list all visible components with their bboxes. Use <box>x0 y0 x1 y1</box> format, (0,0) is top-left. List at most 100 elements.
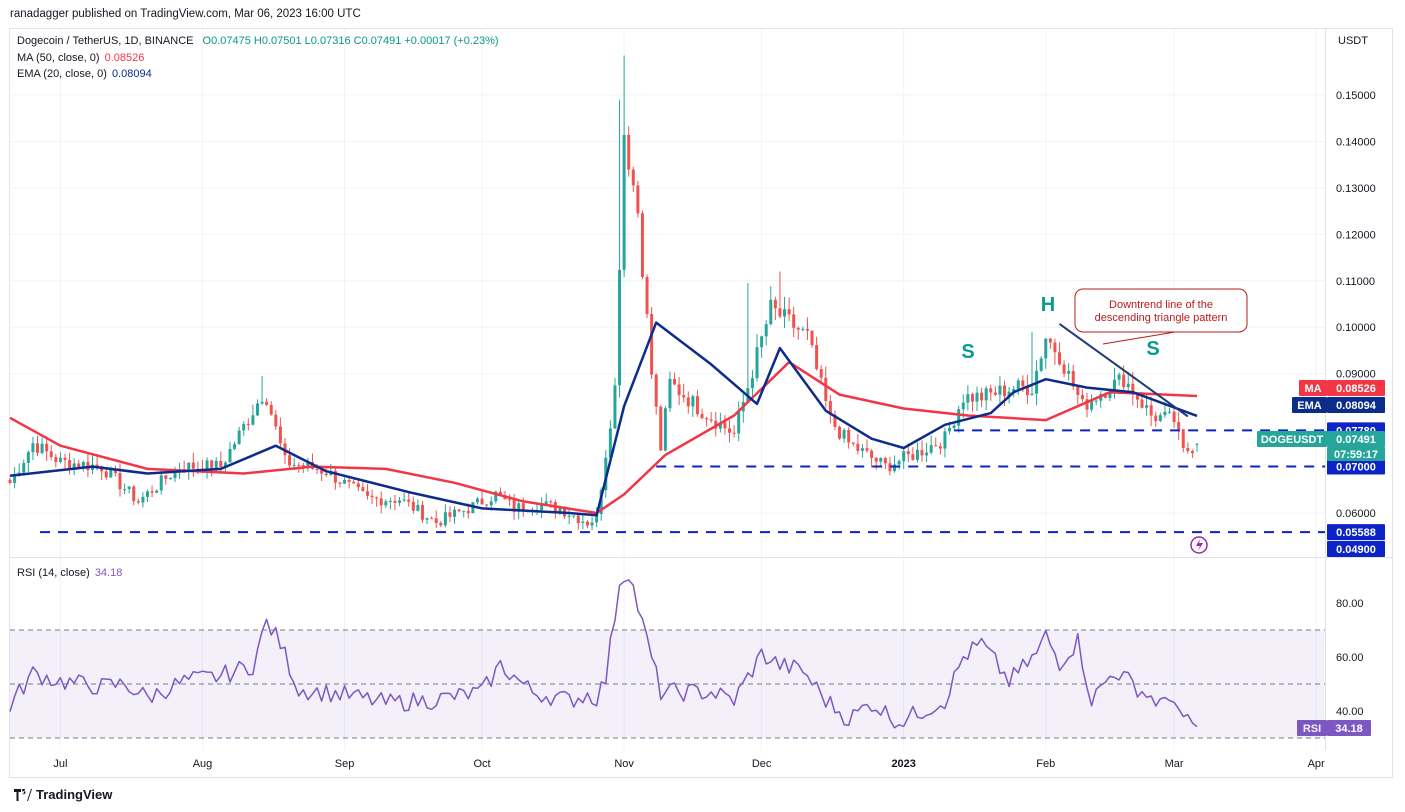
candle[interactable] <box>260 375 264 406</box>
candle[interactable] <box>31 436 35 461</box>
candle[interactable] <box>576 512 580 530</box>
candle[interactable] <box>613 378 617 429</box>
candle[interactable] <box>1154 411 1158 427</box>
candle[interactable] <box>792 306 796 338</box>
candle[interactable] <box>49 445 53 461</box>
candle[interactable] <box>242 421 246 436</box>
symbol-axis-tag[interactable]: DOGEUSDT <box>1257 431 1327 447</box>
candle[interactable] <box>237 426 241 445</box>
candle[interactable] <box>618 99 622 398</box>
candle[interactable] <box>274 409 278 430</box>
candle[interactable] <box>338 481 342 488</box>
candle[interactable] <box>443 504 447 528</box>
candle[interactable] <box>255 399 259 417</box>
candle[interactable] <box>265 398 269 407</box>
candle[interactable] <box>957 405 961 433</box>
candle[interactable] <box>63 453 67 469</box>
candle[interactable] <box>870 449 874 468</box>
candle[interactable] <box>673 372 677 386</box>
candle[interactable] <box>402 492 406 502</box>
candle[interactable] <box>45 436 49 462</box>
level-axis-tag[interactable]: 0.07000 <box>1327 458 1385 475</box>
candle[interactable] <box>851 442 855 447</box>
candle[interactable] <box>686 391 690 414</box>
candle[interactable] <box>828 394 832 424</box>
candle[interactable] <box>233 441 237 451</box>
candle[interactable] <box>214 457 218 474</box>
candle[interactable] <box>874 456 878 470</box>
rsi-axis-value[interactable]: 34.18 <box>1327 720 1371 736</box>
candle[interactable] <box>915 442 919 463</box>
candle[interactable] <box>650 307 654 379</box>
candle[interactable] <box>682 383 686 403</box>
candle[interactable] <box>384 499 388 508</box>
candle[interactable] <box>993 386 997 396</box>
candle[interactable] <box>155 489 159 493</box>
ema20-line[interactable] <box>9 321 1198 517</box>
candle[interactable] <box>1058 342 1062 366</box>
candle[interactable] <box>26 450 30 473</box>
candle[interactable] <box>746 283 750 404</box>
candle[interactable] <box>805 317 809 340</box>
countdown-tag[interactable]: 07:59:17 <box>1327 447 1385 461</box>
candle[interactable] <box>970 392 974 412</box>
candle[interactable] <box>920 440 924 462</box>
candle[interactable] <box>1090 394 1094 413</box>
candle[interactable] <box>540 497 544 519</box>
candle[interactable] <box>631 166 635 192</box>
ema-legend[interactable]: EMA (20, close, 0) 0.08094 <box>17 68 152 80</box>
candle[interactable] <box>737 401 741 442</box>
candle[interactable] <box>191 452 195 477</box>
candle[interactable] <box>943 427 947 458</box>
candle[interactable] <box>136 498 140 505</box>
candle[interactable] <box>723 415 727 435</box>
candle[interactable] <box>22 459 26 476</box>
candle[interactable] <box>732 424 736 438</box>
candle[interactable] <box>856 434 860 455</box>
candle[interactable] <box>1158 412 1162 423</box>
candle[interactable] <box>925 442 929 463</box>
candle[interactable] <box>1053 338 1057 365</box>
candle[interactable] <box>1177 412 1181 440</box>
candle[interactable] <box>1085 392 1089 418</box>
candle[interactable] <box>833 410 837 431</box>
candle[interactable] <box>700 408 704 419</box>
candle[interactable] <box>159 470 163 495</box>
candle[interactable] <box>1048 338 1052 349</box>
candle[interactable] <box>54 453 58 468</box>
candle[interactable] <box>388 497 392 510</box>
candle[interactable] <box>58 452 62 464</box>
candle[interactable] <box>72 458 76 476</box>
candle[interactable] <box>760 335 764 358</box>
candle[interactable] <box>1039 356 1043 373</box>
candle[interactable] <box>278 417 282 449</box>
candle[interactable] <box>352 478 356 484</box>
candle[interactable] <box>1172 407 1176 428</box>
candle[interactable] <box>453 506 457 524</box>
candle[interactable] <box>695 389 699 417</box>
candle[interactable] <box>375 496 379 507</box>
symbol-legend[interactable]: Dogecoin / TetherUS, 1D, BINANCE O0.0747… <box>17 35 499 47</box>
candle[interactable] <box>590 516 594 531</box>
rsi-pane[interactable]: 40.00 60.00 80.00 <box>9 579 1364 739</box>
downtrend-line[interactable] <box>1058 323 1189 418</box>
candle[interactable] <box>398 496 402 507</box>
candle[interactable] <box>1190 449 1194 459</box>
candle[interactable] <box>1067 363 1071 381</box>
candle[interactable] <box>480 489 484 505</box>
rsi-legend[interactable]: RSI (14, close) 34.18 <box>17 567 122 579</box>
candle[interactable] <box>815 336 819 371</box>
candle[interactable] <box>90 455 94 475</box>
candle[interactable] <box>778 271 782 319</box>
candle[interactable] <box>709 412 713 423</box>
last-price-tag[interactable]: 0.07491 <box>1327 431 1385 447</box>
candle[interactable] <box>980 387 984 407</box>
candle[interactable] <box>448 506 452 523</box>
candle[interactable] <box>783 296 787 329</box>
candle[interactable] <box>393 494 397 511</box>
candle[interactable] <box>1149 396 1153 426</box>
candle[interactable] <box>35 435 39 456</box>
ma-axis-tag[interactable]: MA <box>1299 380 1327 396</box>
candle[interactable] <box>728 420 732 443</box>
